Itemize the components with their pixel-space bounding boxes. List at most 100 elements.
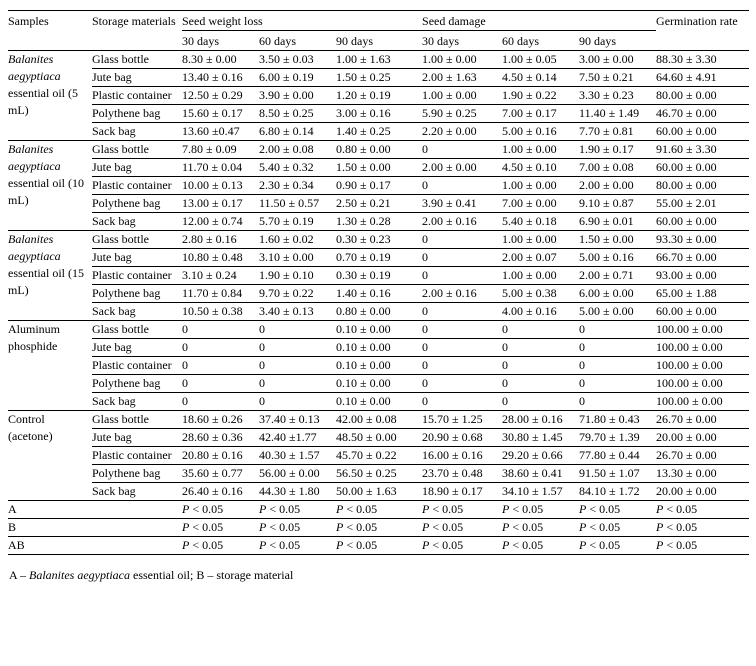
- value-cell: 0: [259, 392, 336, 411]
- value-cell: 10.80 ± 0.48: [182, 248, 259, 267]
- value-cell: 46.70 ± 0.00: [656, 104, 750, 123]
- value-cell: 13.30 ± 0.00: [656, 464, 750, 483]
- value-cell: 1.00 ± 0.00: [502, 140, 580, 159]
- value-cell: 34.10 ± 1.57: [502, 482, 580, 501]
- value-cell: 38.60 ± 0.41: [502, 464, 580, 483]
- value-cell: 6.80 ± 0.14: [259, 122, 336, 141]
- pvalue-cell: P < 0.05: [182, 518, 259, 537]
- material-cell: Jute bag: [92, 248, 182, 267]
- value-cell: 10.00 ± 0.13: [182, 176, 259, 195]
- sample-cell: Control (acetone): [8, 410, 92, 501]
- results-table: Samples Storage materials Seed weight lo…: [8, 10, 750, 555]
- value-cell: 100.00 ± 0.00: [656, 320, 750, 339]
- value-cell: 1.50 ± 0.00: [579, 230, 657, 249]
- value-cell: 0.10 ± 0.00: [336, 374, 423, 393]
- value-cell: 0: [182, 356, 259, 375]
- pvalue-empty-cell: [92, 518, 182, 537]
- value-cell: 2.00 ± 0.16: [422, 212, 503, 231]
- table-row: Sack bag 13.60 ±0.47 6.80 ± 0.14 1.40 ± 0.2…: [8, 122, 750, 141]
- footnote-species: Balanites aegyptiaca: [29, 568, 130, 582]
- table-header: Samples Storage materials Seed weight lo…: [8, 10, 750, 51]
- value-cell: 9.10 ± 0.87: [579, 194, 657, 213]
- table-row: Polythene bag 35.60 ± 0.77 56.00 ± 0.00 56.…: [8, 464, 750, 483]
- value-cell: 20.90 ± 0.68: [422, 428, 503, 447]
- material-cell: Polythene bag: [92, 284, 182, 303]
- value-cell: 77.80 ± 0.44: [579, 446, 657, 465]
- table-row: Balanites aegyptiaca essential oil (5 mL…: [8, 50, 750, 141]
- value-cell: 11.70 ± 0.84: [182, 284, 259, 303]
- header-seed-weight-loss: Seed weight loss: [182, 10, 423, 31]
- value-cell: 5.00 ± 0.38: [502, 284, 580, 303]
- value-cell: 0: [579, 338, 657, 357]
- value-cell: 29.20 ± 0.66: [502, 446, 580, 465]
- pvalue-empty-cell: [92, 500, 182, 519]
- value-cell: 28.60 ± 0.36: [182, 428, 259, 447]
- value-cell: 0: [182, 392, 259, 411]
- value-cell: 12.50 ± 0.29: [182, 86, 259, 105]
- table-row: Jute bag 11.70 ± 0.04 5.40 ± 0.32 1.50 ± 0.…: [8, 158, 750, 177]
- table-row: Plastic container 10.00 ± 0.13 2.30 ± 0.34…: [8, 176, 750, 195]
- value-cell: 60.00 ± 0.00: [656, 158, 750, 177]
- value-cell: 13.40 ± 0.16: [182, 68, 259, 87]
- material-cell: Plastic container: [92, 446, 182, 465]
- header-sd-30-days: 30 days: [422, 30, 503, 51]
- value-cell: 7.00 ± 0.17: [502, 104, 580, 123]
- value-cell: 0: [422, 230, 503, 249]
- value-cell: 2.00 ± 0.08: [259, 140, 336, 159]
- value-cell: 10.50 ± 0.38: [182, 302, 259, 321]
- value-cell: 11.50 ± 0.57: [259, 194, 336, 213]
- value-cell: 20.00 ± 0.00: [656, 482, 750, 501]
- table-row: Balanites aegyptiaca essential oil (10 m…: [8, 140, 750, 231]
- value-cell: 60.00 ± 0.00: [656, 302, 750, 321]
- value-cell: 26.40 ± 0.16: [182, 482, 259, 501]
- value-cell: 80.00 ± 0.00: [656, 86, 750, 105]
- header-swl-90-days: 90 days: [336, 30, 423, 51]
- value-cell: 16.00 ± 0.16: [422, 446, 503, 465]
- table-row: Plastic container 12.50 ± 0.29 3.90 ± 0.00…: [8, 86, 750, 105]
- value-cell: 6.90 ± 0.01: [579, 212, 657, 231]
- value-cell: 0: [422, 338, 503, 357]
- value-cell: 1.40 ± 0.25: [336, 122, 423, 141]
- table-row: Jute bag 0 0 0.10 ± 0.00 0 0 0 100.00 ± 0.00: [8, 338, 750, 357]
- value-cell: 0: [502, 338, 580, 357]
- value-cell: 0: [502, 320, 580, 339]
- value-cell: 1.00 ± 0.00: [422, 86, 503, 105]
- value-cell: 1.00 ± 0.00: [502, 176, 580, 195]
- value-cell: 44.30 ± 1.80: [259, 482, 336, 501]
- material-cell: Glass bottle: [92, 140, 182, 159]
- value-cell: 28.00 ± 0.16: [502, 410, 580, 429]
- value-cell: 26.70 ± 0.00: [656, 446, 750, 465]
- value-cell: 1.50 ± 0.25: [336, 68, 423, 87]
- value-cell: 37.40 ± 0.13: [259, 410, 336, 429]
- value-cell: 93.00 ± 0.00: [656, 266, 750, 285]
- value-cell: 0: [422, 248, 503, 267]
- value-cell: 2.00 ± 0.00: [422, 158, 503, 177]
- value-cell: 91.60 ± 3.30: [656, 140, 750, 159]
- pvalue-cell: P < 0.05: [422, 536, 503, 555]
- value-cell: 66.70 ± 0.00: [656, 248, 750, 267]
- value-cell: 0: [422, 356, 503, 375]
- value-cell: 100.00 ± 0.00: [656, 392, 750, 411]
- pvalue-cell: P < 0.05: [182, 500, 259, 519]
- pvalue-cell: P < 0.05: [502, 536, 580, 555]
- value-cell: 1.90 ± 0.22: [502, 86, 580, 105]
- value-cell: 48.50 ± 0.00: [336, 428, 423, 447]
- value-cell: 0.10 ± 0.00: [336, 392, 423, 411]
- value-cell: 0: [259, 356, 336, 375]
- material-cell: Plastic container: [92, 176, 182, 195]
- material-cell: Plastic container: [92, 86, 182, 105]
- value-cell: 1.00 ± 0.05: [502, 50, 580, 69]
- value-cell: 5.70 ± 0.19: [259, 212, 336, 231]
- pvalue-cell: P < 0.05: [422, 518, 503, 537]
- sample-cell: Balanites aegyptiaca essential oil (10 m…: [8, 140, 92, 231]
- value-cell: 100.00 ± 0.00: [656, 338, 750, 357]
- value-cell: 3.90 ± 0.41: [422, 194, 503, 213]
- value-cell: 3.00 ± 0.00: [579, 50, 657, 69]
- value-cell: 3.10 ± 0.00: [259, 248, 336, 267]
- value-cell: 20.00 ± 0.00: [656, 428, 750, 447]
- value-cell: 0: [422, 320, 503, 339]
- value-cell: 0.90 ± 0.17: [336, 176, 423, 195]
- value-cell: 0: [182, 338, 259, 357]
- page: Samples Storage materials Seed weight lo…: [8, 10, 750, 582]
